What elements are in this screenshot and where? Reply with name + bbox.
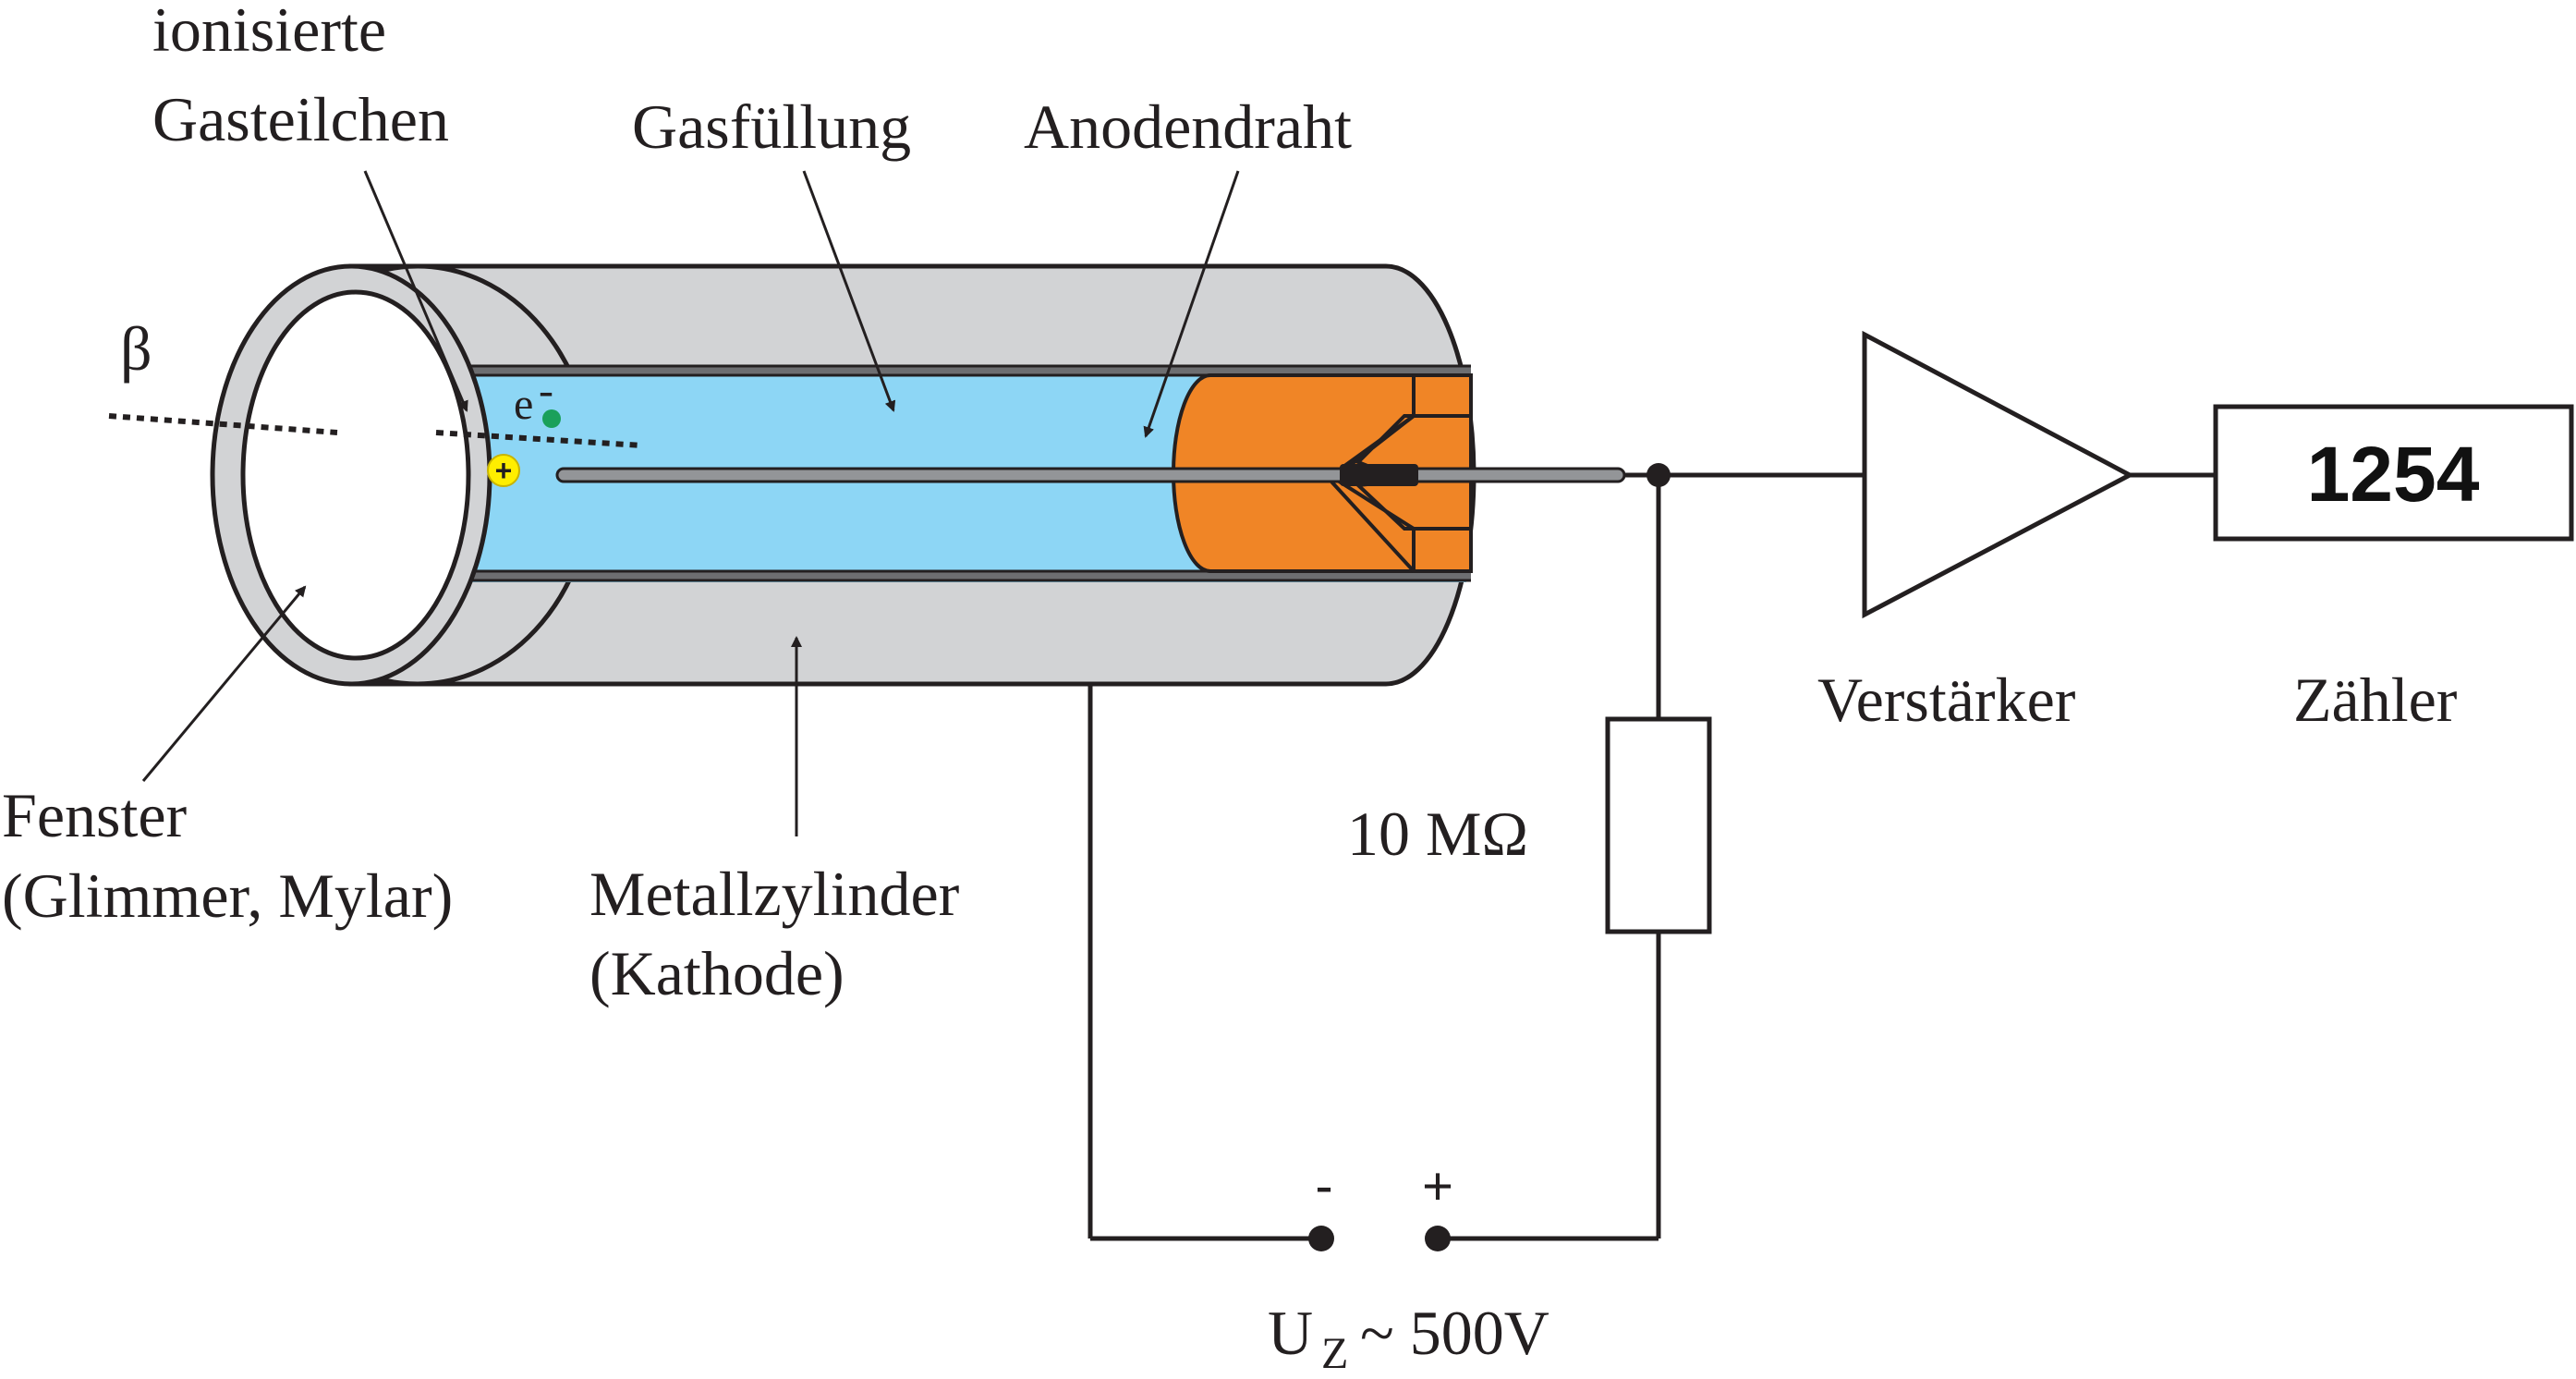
- arrow-ionized-particles: [363, 170, 468, 412]
- counter-value: 1254: [2307, 431, 2480, 518]
- electron-charge-label: -: [539, 366, 553, 415]
- supply-terminal-minus: [1308, 1226, 1334, 1251]
- wire-feedthrough: [1340, 464, 1418, 486]
- anode-wire-group: [555, 464, 1626, 486]
- label-counter: Zähler: [2293, 665, 2458, 735]
- circuit-wiring: [1088, 472, 2216, 1241]
- label-cylinder-line2: (Kathode): [589, 938, 844, 1008]
- cathode-wall-top: [427, 366, 1471, 375]
- arrow-window: [141, 585, 307, 782]
- label-supply-minus: -: [1315, 1156, 1332, 1216]
- window: [210, 263, 492, 687]
- label-ionized-line2: Gasteilchen: [152, 84, 449, 154]
- supply-terminal-plus: [1425, 1226, 1451, 1251]
- electron-symbol-label: e: [514, 380, 533, 429]
- label-anode-wire: Anodendraht: [1024, 92, 1352, 162]
- resistor-10-mohm: [1605, 716, 1712, 934]
- label-cylinder-line1: Metallzylinder: [589, 859, 960, 929]
- cathode-wall-bottom: [427, 571, 1471, 580]
- label-voltage-subscript: Z: [1321, 1329, 1348, 1374]
- arrow-anode-wire: [1143, 170, 1240, 438]
- label-ionized-line1: ionisierte: [152, 0, 386, 65]
- beta-track-inside: [435, 430, 643, 448]
- window-membrane: [240, 289, 471, 661]
- label-voltage-value: ~ 500V: [1360, 1298, 1549, 1368]
- beta-track-outside: [108, 413, 338, 435]
- amplifier-triangle: [1862, 330, 2135, 619]
- ion-particle: +: [487, 454, 520, 487]
- label-amplifier: Verstärker: [1817, 665, 2076, 735]
- label-resistor: 10 MΩ: [1347, 799, 1528, 869]
- electron-particle: e -: [514, 366, 561, 429]
- counter-display: [2213, 404, 2574, 542]
- label-voltage-symbol: U: [1268, 1298, 1313, 1368]
- beta-particle-path: [108, 413, 643, 448]
- label-beta: β: [120, 313, 152, 384]
- annotation-arrows: [141, 170, 1240, 836]
- label-gas-filling: Gasfüllung: [632, 92, 911, 162]
- label-window-line1: Fenster: [2, 780, 188, 850]
- label-window-line2: (Glimmer, Mylar): [2, 860, 453, 931]
- ion-charge-label: +: [495, 454, 513, 487]
- junction-node: [1646, 463, 1671, 487]
- anode-wire: [555, 467, 1626, 483]
- label-supply-plus: +: [1422, 1156, 1453, 1216]
- arrow-gas-filling: [802, 170, 896, 412]
